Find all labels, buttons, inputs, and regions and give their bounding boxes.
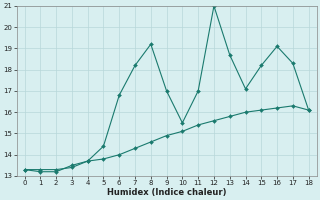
X-axis label: Humidex (Indice chaleur): Humidex (Indice chaleur) <box>107 188 226 197</box>
